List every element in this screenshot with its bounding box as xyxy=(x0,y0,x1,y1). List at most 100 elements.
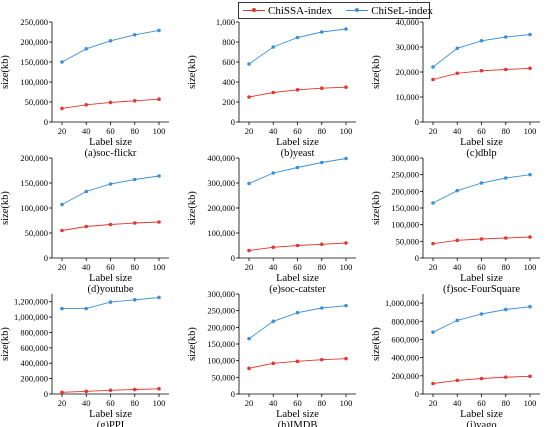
chart-2-series-chisel-line xyxy=(248,28,347,65)
chart-7-series-chisel-point-0 xyxy=(60,306,64,311)
chart-5-ytick-label-3: 300,000 xyxy=(207,178,235,188)
chart-8-ytick-label-3: 150,000 xyxy=(207,339,235,349)
chart-4-xlabel: Label size xyxy=(89,273,132,284)
chart-7-series-chisel-point-2 xyxy=(108,300,113,304)
chart-9-series-chisel-line xyxy=(432,306,531,333)
legend-item-chisel: ChiSeL-index xyxy=(346,5,433,17)
chart-6-series-chisel-line xyxy=(432,174,531,204)
chart-7-series-chissa-point-2 xyxy=(108,388,113,393)
chart-1-series-chisel-point-2 xyxy=(108,39,113,43)
chart-2-xtick-label-4: 100 xyxy=(340,126,353,136)
chart-3-series-chisel-point-4 xyxy=(528,32,532,37)
chart-7-ytick-label-1: 200,000 xyxy=(20,374,48,384)
chart-8-xtick-label-1: 40 xyxy=(269,398,278,408)
chart-2-xtick-label-1: 40 xyxy=(269,126,278,136)
chart-6-series-chisel-point-1 xyxy=(455,188,460,193)
chart-5-xtick-label-1: 40 xyxy=(269,262,278,272)
chart-7-xtick-label-1: 40 xyxy=(82,398,91,408)
chart-4-xtick-label-0: 20 xyxy=(58,262,67,272)
chart-6-ytick-label-0: 0 xyxy=(415,253,419,263)
chart-2-series-chisel-point-0 xyxy=(247,62,251,66)
chart-9-xtick-label-0: 20 xyxy=(429,398,438,408)
legend-swatch-dot-chisel xyxy=(355,7,360,12)
chart-4-series-chisel-point-0 xyxy=(60,202,64,207)
chart-7-xtick-label-3: 80 xyxy=(131,398,140,408)
chart-6-xtick-label-4: 100 xyxy=(524,262,537,272)
chart-1-ytick-label-0: 0 xyxy=(44,117,48,127)
chart-9-ytick-label-1: 200,000 xyxy=(391,371,419,381)
chart-1-ytick-label-3: 150,000 xyxy=(20,57,48,67)
chart-6-xtick-label-2: 60 xyxy=(477,262,486,272)
legend-item-chissa: ChiSSA-index xyxy=(243,5,332,17)
chart-5-series-chissa-point-3 xyxy=(319,242,324,247)
chart-8-subtitle: (h)IMDB xyxy=(278,420,318,427)
chart-7-series-chissa-point-4 xyxy=(157,386,161,391)
chart-8-series-chisel-point-2 xyxy=(295,310,300,315)
chart-2-series-chisel-point-3 xyxy=(319,30,324,34)
chart-9-series-chissa-point-2 xyxy=(479,376,484,381)
chart-6-ytick-label-2: 100,000 xyxy=(391,220,419,230)
chart-4-series-chissa-point-1 xyxy=(84,224,89,229)
chart-7-ytick-label-5: 1,000,000 xyxy=(14,312,48,322)
chart-8-series-chissa-point-2 xyxy=(295,359,300,364)
chart-3-ylabel: size(kb) xyxy=(371,55,382,89)
chart-4-xtick-label-2: 60 xyxy=(106,262,115,272)
chart-2-ytick-label-1: 200 xyxy=(222,97,235,107)
chart-5-series-chisel-point-1 xyxy=(271,171,276,175)
chart-4-series-chissa-point-3 xyxy=(132,221,137,225)
chart-9-ytick-label-3: 600,000 xyxy=(391,334,419,344)
chart-9-series-chisel-point-3 xyxy=(503,307,508,312)
chart-6-ytick-label-5: 250,000 xyxy=(391,170,419,180)
chart-8-xtick-label-4: 100 xyxy=(340,398,353,408)
chart-5-xtick-label-2: 60 xyxy=(293,262,302,272)
chart-6-xtick-label-0: 20 xyxy=(429,262,438,272)
chart-7-series-chissa-point-0 xyxy=(60,390,64,395)
chart-7-series-chisel-point-1 xyxy=(84,306,89,311)
chart-3-xtick-label-4: 100 xyxy=(524,126,537,136)
chart-4-xtick-label-1: 40 xyxy=(82,262,91,272)
chart-4-series-chissa-point-4 xyxy=(157,220,161,224)
chart-4-ytick-label-2: 100,000 xyxy=(20,203,48,213)
chart-3-series-chisel-point-0 xyxy=(431,65,435,69)
chart-1-series-chissa-point-0 xyxy=(60,106,64,111)
chart-7-xtick-label-4: 100 xyxy=(153,398,166,408)
chart-6-series-chissa-point-1 xyxy=(455,238,460,243)
chart-4-series-chisel-point-4 xyxy=(157,174,161,178)
chart-1-ytick-label-5: 250,000 xyxy=(20,17,48,27)
chart-1-xtick-label-1: 40 xyxy=(82,126,91,136)
chart-7-ytick-label-2: 400,000 xyxy=(20,358,48,368)
chart-6-series-chissa-point-2 xyxy=(479,237,484,241)
chart-1-ytick-label-4: 200,000 xyxy=(20,37,48,47)
chart-7-series-chissa-point-3 xyxy=(132,387,137,392)
chart-8-series-chisel-point-1 xyxy=(271,319,276,324)
chart-1-series-chisel-line xyxy=(61,29,160,63)
chart-5-series-chissa-point-1 xyxy=(271,245,276,250)
chart-2-xlabel: Label size xyxy=(276,137,319,148)
legend-swatch-chisel xyxy=(346,6,369,16)
chart-9-series-chissa-point-1 xyxy=(455,378,460,383)
chart-2-ytick-label-5: 1,000 xyxy=(216,17,235,27)
chart-7-xlabel: Label size xyxy=(89,409,132,420)
chart-6-ylabel: size(kb) xyxy=(371,191,382,225)
chart-6-series-chisel-point-2 xyxy=(479,181,484,185)
chart-7-subtitle: (g)PPI xyxy=(97,420,125,427)
chart-6-series-chisel-point-4 xyxy=(528,172,532,177)
chart-2-ylabel: size(kb) xyxy=(187,55,198,89)
chart-9-xtick-label-3: 80 xyxy=(502,398,511,408)
chart-5-subtitle: (e)soc-catster xyxy=(269,284,326,295)
chart-3-xtick-label-1: 40 xyxy=(453,126,462,136)
legend-label-chissa: ChiSSA-index xyxy=(268,4,333,17)
chart-9-xlabel: Label size xyxy=(460,409,503,420)
chart-2-series-chissa-point-2 xyxy=(295,88,300,92)
chart-9-xtick-label-1: 40 xyxy=(453,398,462,408)
chart-4-subtitle: (d)youtube xyxy=(87,284,133,295)
chart-8-ytick-label-0: 0 xyxy=(231,389,235,399)
chart-7-ytick-label-0: 0 xyxy=(44,389,48,399)
chart-7-xtick-label-0: 20 xyxy=(58,398,67,408)
chart-4-ylabel: size(kb) xyxy=(0,191,11,225)
chart-5-series-chisel-line xyxy=(248,158,347,184)
chart-5-series-chissa-point-2 xyxy=(295,243,300,248)
chart-7-series-chisel-point-3 xyxy=(132,297,137,302)
chart-1-series-chisel-point-4 xyxy=(157,28,161,33)
